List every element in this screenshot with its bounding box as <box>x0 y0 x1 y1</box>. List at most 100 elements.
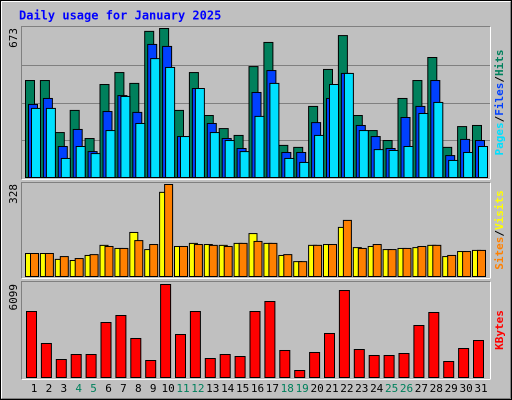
x-tick-label: 30 <box>459 382 472 395</box>
x-tick-label: 24 <box>370 382 384 395</box>
bar <box>26 311 37 378</box>
legend: Pages/Files/Hits <box>493 50 506 156</box>
bar <box>324 332 335 378</box>
bar <box>55 359 67 379</box>
x-tick-label: 9 <box>150 382 157 395</box>
legend-entry: Pages <box>493 122 506 155</box>
x-tick-label: 19 <box>296 382 309 395</box>
bar <box>165 66 176 178</box>
x-tick-label: 21 <box>325 382 338 395</box>
bar <box>179 245 188 278</box>
bar <box>383 354 395 378</box>
bar <box>313 244 323 278</box>
bar <box>223 245 233 278</box>
bar <box>458 347 470 378</box>
bar <box>264 301 276 378</box>
legend-entry: Visits <box>493 190 506 230</box>
bar <box>193 244 203 277</box>
x-tick-label: 10 <box>161 382 174 395</box>
x-tick-label: 26 <box>400 382 413 395</box>
bar <box>160 284 172 378</box>
x-tick-label: 4 <box>75 382 82 395</box>
bar <box>294 370 306 378</box>
x-tick-label: 2 <box>46 382 53 395</box>
bar <box>60 157 71 179</box>
bar <box>238 242 248 277</box>
bar <box>135 122 146 178</box>
bar <box>338 290 350 378</box>
x-tick-label: 22 <box>340 382 353 395</box>
bar <box>85 354 97 378</box>
x-tick-label: 20 <box>310 382 323 395</box>
bar <box>149 244 159 277</box>
bar <box>31 107 41 178</box>
bar <box>224 140 235 179</box>
x-tick-label: 29 <box>445 382 458 395</box>
bar <box>358 130 369 178</box>
bar <box>189 311 201 378</box>
bar <box>477 249 486 277</box>
x-tick-label: 15 <box>236 382 249 395</box>
x-tick-label: 31 <box>474 382 487 395</box>
bar <box>134 240 144 278</box>
x-tick-label: 8 <box>135 382 142 395</box>
bar <box>268 242 278 277</box>
bar <box>342 219 352 277</box>
bar <box>253 240 263 277</box>
bar <box>309 351 321 378</box>
legend-entry: Files <box>493 83 506 116</box>
bar <box>343 72 354 178</box>
bar <box>234 356 246 379</box>
bar <box>357 247 367 277</box>
bar <box>269 82 280 178</box>
bar <box>70 354 82 378</box>
bar <box>239 151 250 179</box>
bar <box>164 184 174 277</box>
bar <box>180 136 190 179</box>
x-tick-label: 13 <box>206 382 219 395</box>
bar <box>462 251 472 278</box>
bar <box>30 253 39 277</box>
bar <box>417 245 427 278</box>
legend-entry: Hits <box>493 50 506 77</box>
bar <box>448 159 459 179</box>
legend-separator: / <box>493 230 506 237</box>
legend-entry: KBytes <box>493 310 506 350</box>
bar <box>284 157 295 179</box>
bar <box>299 161 310 178</box>
bar <box>75 146 86 178</box>
bar <box>372 244 382 277</box>
bar <box>428 311 440 378</box>
bar <box>387 249 397 277</box>
bar <box>119 247 129 277</box>
bar <box>204 358 216 378</box>
x-tick-label: 25 <box>385 382 398 395</box>
bar <box>194 87 205 178</box>
bar <box>105 130 116 178</box>
bar <box>473 340 484 379</box>
bar <box>45 107 56 178</box>
x-tick-label: 18 <box>281 382 294 395</box>
bar <box>447 254 457 277</box>
bar <box>249 311 261 378</box>
x-tick-label: 17 <box>266 382 279 395</box>
x-tick-label: 7 <box>120 382 127 395</box>
bar <box>373 149 384 179</box>
bar <box>463 151 474 178</box>
bar <box>298 261 308 278</box>
bar <box>418 113 429 178</box>
x-tick-label: 5 <box>90 382 97 395</box>
bar <box>219 354 231 378</box>
bar <box>328 244 337 277</box>
bar <box>74 258 84 277</box>
x-tick-label: 16 <box>251 382 264 395</box>
x-tick-label: 27 <box>415 382 428 395</box>
bar <box>314 134 325 178</box>
bar <box>353 349 365 379</box>
x-tick-label: 23 <box>355 382 368 395</box>
bar <box>59 256 69 277</box>
bar <box>403 146 414 178</box>
bar <box>329 84 339 178</box>
bar <box>388 149 399 178</box>
